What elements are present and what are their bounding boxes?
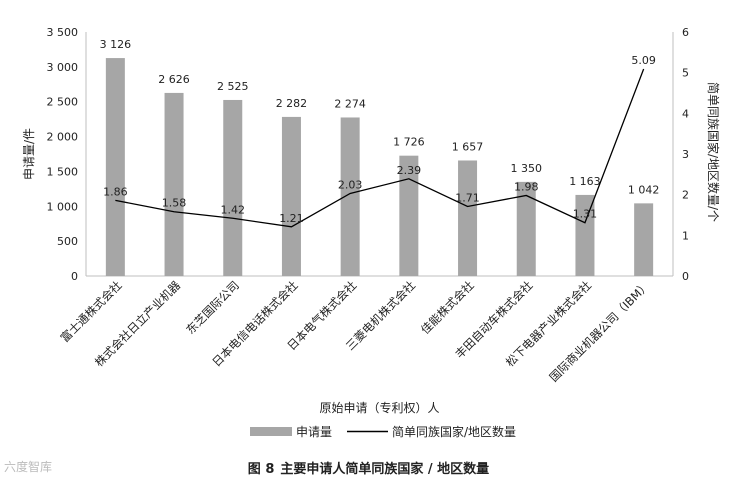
y2-tick-label: 1 (682, 229, 689, 242)
bar (458, 160, 478, 276)
line-value-label: 1.42 (221, 203, 246, 216)
line-value-label: 5.09 (631, 54, 656, 67)
bar-value-label: 1 350 (511, 162, 543, 175)
y-tick-label: 3 500 (47, 26, 79, 39)
y-tick-label: 3 000 (47, 61, 79, 74)
bar-value-label: 1 163 (569, 175, 601, 188)
bar-value-label: 2 274 (334, 97, 366, 110)
y2-tick-label: 4 (682, 107, 689, 120)
legend-bar-swatch (250, 427, 292, 436)
y-tick-label: 1 000 (47, 200, 79, 213)
bar-value-label: 1 726 (393, 136, 425, 149)
bar (164, 92, 184, 276)
y2-axis-title: 简单同族国家/地区数量/个 (706, 82, 721, 222)
y-tick-label: 1 500 (47, 165, 79, 178)
y-tick-label: 2 500 (47, 96, 79, 109)
bar (281, 116, 301, 276)
bar-value-label: 3 126 (100, 38, 132, 51)
y2-tick-label: 0 (682, 270, 689, 283)
line-value-label: 2.03 (338, 178, 363, 191)
bar (223, 99, 243, 276)
line-value-label: 1.98 (514, 180, 539, 193)
category-label: 国际商业机器公司（IBM） (547, 278, 653, 384)
y-tick-label: 500 (57, 235, 78, 248)
y-axis-title: 申请量/件 (22, 128, 36, 180)
y2-tick-label: 6 (682, 26, 689, 39)
bar-value-label: 2 282 (276, 97, 308, 110)
y2-tick-label: 2 (682, 189, 689, 202)
bar-value-label: 2 525 (217, 80, 249, 93)
category-label: 东芝国际公司 (183, 278, 242, 337)
bar (634, 203, 654, 276)
bar (340, 117, 360, 276)
line-value-label: 1.31 (573, 208, 598, 221)
category-label: 佳能株式会社 (418, 278, 477, 337)
y-tick-label: 2 000 (47, 131, 79, 144)
line-value-label: 1.71 (455, 191, 480, 204)
line-value-label: 2.39 (397, 164, 422, 177)
y2-tick-label: 3 (682, 148, 689, 161)
chart: 0 500 1 000 1 500 2 000 2 500 3 000 3 500 0 1 2 3 4 5… (22, 26, 721, 439)
bar-value-label: 1 657 (452, 140, 484, 153)
figure-caption: 图 8 主要申请人简单同族国家 / 地区数量 (0, 458, 737, 477)
watermark-text: 六度智库 (4, 460, 53, 474)
line-value-label: 1.86 (103, 185, 128, 198)
line-value-label: 1.58 (162, 197, 187, 210)
y2-tick-label: 5 (682, 67, 689, 80)
line-value-label: 1.21 (279, 212, 304, 225)
bar-value-label: 1 042 (628, 183, 660, 196)
figure-label: 图 8 (247, 462, 275, 477)
bar-value-label: 2 626 (158, 73, 190, 86)
line-series (115, 68, 645, 228)
y-tick-label: 0 (71, 270, 78, 283)
category-label: 富士通株式会社 (58, 278, 125, 345)
bar (516, 181, 536, 276)
x-axis-title: 原始申请（专利权）人 (319, 400, 439, 415)
bar (399, 155, 419, 276)
bar (105, 58, 125, 276)
legend-line-label: 简单同族国家/地区数量 (392, 424, 516, 439)
legend-bar-label: 申请量 (296, 425, 332, 439)
bar (575, 194, 595, 276)
figure-title: 主要申请人简单同族国家 / 地区数量 (280, 462, 490, 477)
